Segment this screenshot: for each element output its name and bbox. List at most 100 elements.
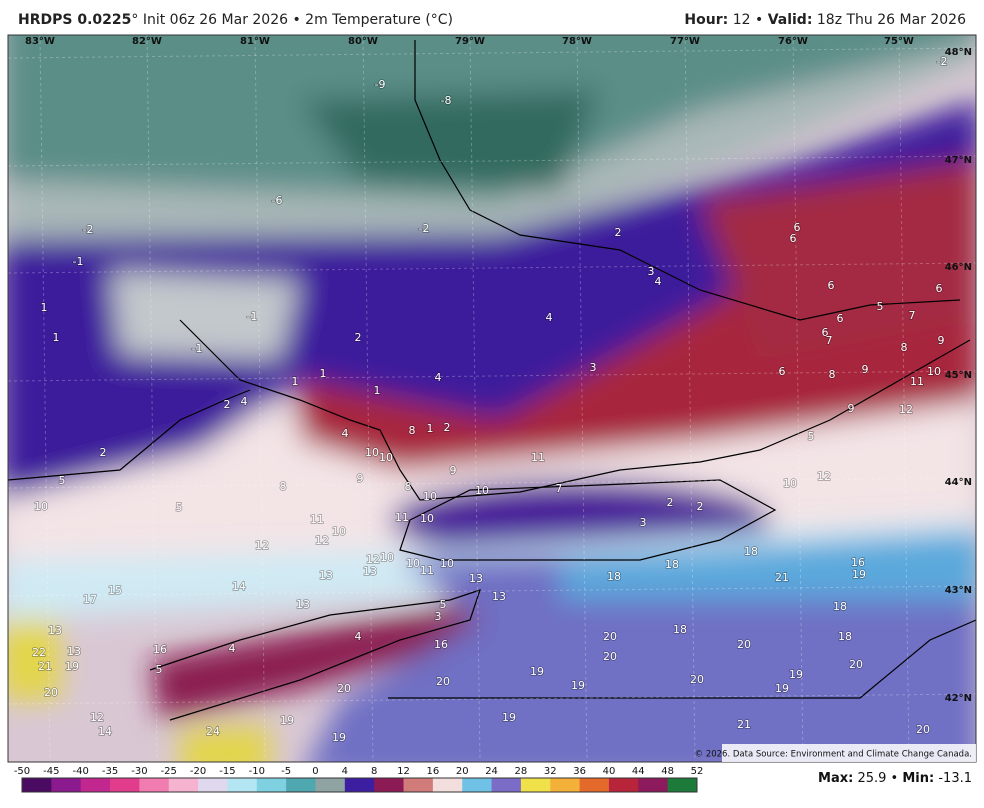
header: HRDPS 0.0225° Init 06z 26 Mar 2026 • 2m …	[0, 0, 984, 34]
colorbar-tick-label: 32	[544, 766, 557, 777]
temperature-label: 18	[744, 545, 758, 558]
temperature-label: 19	[332, 731, 346, 744]
temperature-label: 20	[337, 682, 351, 695]
colorbar-frame	[21, 777, 698, 793]
shore-north	[179, 319, 971, 501]
temperature-label: 5	[440, 598, 447, 611]
temperature-label: 8	[280, 480, 287, 493]
temperature-label: 9	[862, 363, 869, 376]
temperature-label: 10	[475, 484, 489, 497]
temperature-label: 4	[229, 642, 236, 655]
temperature-label: 5	[59, 474, 66, 487]
latitude-label: 46°N	[945, 262, 972, 273]
temperature-label: 10	[34, 500, 48, 513]
temperature-label: 10	[927, 365, 941, 378]
temperature-label: 1	[320, 367, 327, 380]
temperature-label: 18	[833, 600, 847, 613]
temperature-label: 11	[310, 513, 324, 526]
temperature-label: 13	[492, 590, 506, 603]
temperature-label: -1	[247, 310, 258, 323]
temperature-label: 13	[469, 572, 483, 585]
colorbar-segment	[374, 778, 405, 792]
colorbar-tick-label: -15	[219, 766, 235, 777]
temperature-label: 18	[838, 630, 852, 643]
temperature-label: 14	[98, 725, 112, 738]
temperature-label: 7	[556, 482, 563, 495]
colorbar-segment	[139, 778, 170, 792]
temperature-label: 21	[737, 718, 751, 731]
temperature-label: 3	[590, 361, 597, 374]
temperature-label: 9	[450, 464, 457, 477]
temperature-label: 8	[405, 480, 412, 493]
temperature-label: 5	[808, 430, 815, 443]
colorbar-tick-label: -20	[190, 766, 206, 777]
temperature-label: 16	[153, 643, 167, 656]
colorbar-tick-label: 4	[342, 766, 348, 777]
temperature-label: 4	[546, 311, 553, 324]
temperature-label: -2	[83, 223, 94, 236]
temperature-label: 2	[444, 421, 451, 434]
longitude-label: 80°W	[348, 36, 378, 47]
temperature-label: 22	[32, 646, 46, 659]
temperature-label: 12	[255, 539, 269, 552]
temperature-label: 8	[901, 341, 908, 354]
copyright: © 2026. Data Source: Environment and Cli…	[695, 750, 972, 760]
temperature-label: 10	[420, 512, 434, 525]
colorbar-tick-label: 20	[456, 766, 469, 777]
temperature-label: 1	[41, 301, 48, 314]
temperature-label: 10	[406, 557, 420, 570]
temperature-label: 20	[436, 675, 450, 688]
temperature-label: 6	[822, 326, 829, 339]
hour-label: Hour:	[684, 12, 729, 28]
temperature-label: 20	[44, 686, 58, 699]
colorbar-tick-label: 40	[603, 766, 616, 777]
temperature-label: 15	[108, 584, 122, 597]
colorbar-segment	[344, 778, 375, 792]
temperature-label: 21	[775, 571, 789, 584]
colorbar-tick-label: -5	[281, 766, 291, 777]
temperature-label: 2	[100, 446, 107, 459]
colorbar-segment	[667, 778, 698, 792]
latitude-label: 43°N	[945, 585, 972, 596]
temperature-label: 20	[916, 723, 930, 736]
shading	[8, 35, 976, 762]
temperature-label: 16	[851, 556, 865, 569]
longitude-label: 75°W	[884, 36, 914, 47]
colorbar-tick-label: 16	[427, 766, 440, 777]
colorbar-tick-label: -10	[249, 766, 265, 777]
temperature-label: 12	[90, 711, 104, 724]
parallel	[8, 585, 976, 597]
temperature-label: 12	[817, 470, 831, 483]
latitude-label: 45°N	[945, 370, 972, 381]
yellow-south	[180, 725, 270, 762]
colorbar-segment	[550, 778, 581, 792]
temperature-label: 7	[826, 334, 833, 347]
temperature-label: 3	[640, 516, 647, 529]
colorbar-segment	[227, 778, 258, 792]
colorbar-tick-label: 24	[485, 766, 498, 777]
min-label: Min:	[902, 771, 935, 786]
colorbar-segment	[462, 778, 493, 792]
temperature-label: 1	[374, 384, 381, 397]
temperature-label: 4	[241, 395, 248, 408]
colorbar-tick-label: -45	[43, 766, 59, 777]
temperature-label: 10	[440, 557, 454, 570]
colorbar-tick-label: -35	[102, 766, 118, 777]
valid: 18z Thu 26 Mar 2026	[816, 12, 966, 28]
meridian	[792, 35, 804, 762]
temperature-label: 8	[409, 424, 416, 437]
parallel	[8, 693, 976, 705]
temperature-label: 19	[571, 679, 585, 692]
shore-huron	[8, 389, 251, 481]
longitude-label: 79°W	[455, 36, 485, 47]
temperature-label: 19	[280, 714, 294, 727]
parallel	[8, 262, 976, 274]
temperature-label: -2	[419, 222, 430, 235]
colorbar-segment	[432, 778, 463, 792]
stats: Max: 25.9 • Min: -13.1	[818, 771, 972, 786]
colorbar-tick-label: 8	[371, 766, 377, 777]
temperature-label: 13	[363, 565, 377, 578]
temperature-label: 4	[655, 275, 662, 288]
temperature-label: 17	[83, 593, 97, 606]
